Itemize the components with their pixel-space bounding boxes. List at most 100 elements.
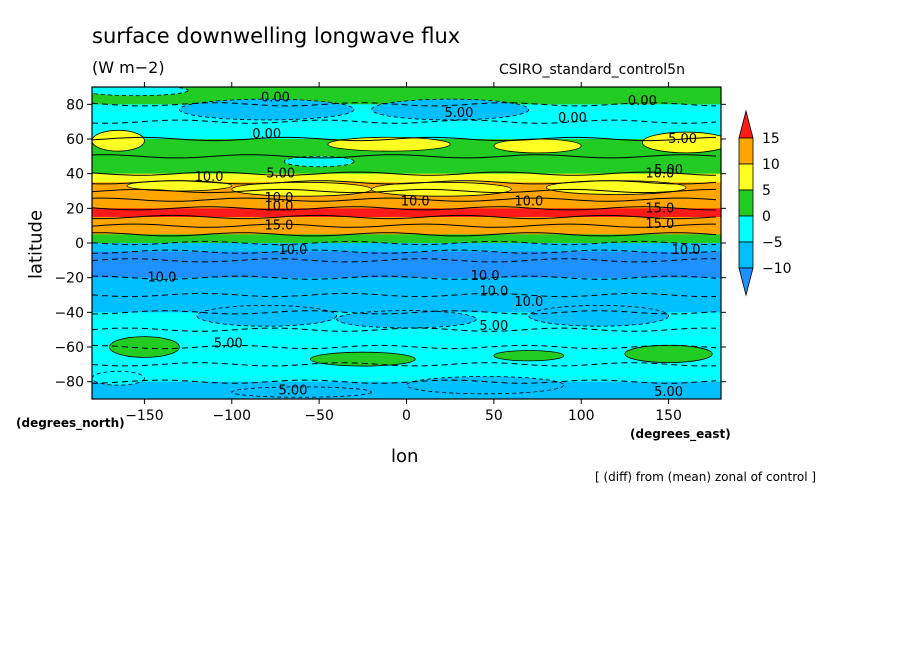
colorbar-bottom-arrow (738, 267, 754, 297)
contour-label: 0.00 (558, 111, 587, 126)
x-unit-label: (degrees_east) (630, 427, 731, 441)
contour-label: 5.00 (668, 132, 697, 147)
contour-label: 10.0 (645, 167, 674, 182)
contour-line (92, 232, 717, 237)
contour-label: 0.00 (252, 127, 281, 142)
x-tick-label: −150 (125, 408, 163, 424)
contour-label: 10.0 (401, 194, 430, 209)
contour-label: 10.0 (672, 243, 701, 258)
contour-label: 10.0 (195, 170, 224, 185)
contour-label: 10.0 (514, 295, 543, 310)
colorbar-tick-label: 0 (762, 209, 771, 225)
contour-line (92, 171, 717, 176)
y-tick-label: −20 (54, 271, 84, 287)
contour-line (92, 240, 716, 246)
zonal-band (92, 234, 721, 244)
colorbar-tick-label: 15 (762, 131, 780, 147)
x-tick-label: −100 (213, 408, 251, 424)
anomaly-region (92, 129, 145, 152)
contour-label: 5.00 (214, 337, 243, 352)
zonal-band (92, 173, 721, 183)
colorbar-swatch (738, 137, 754, 165)
colorbar-tick-label: −10 (762, 261, 792, 277)
y-tick-label: 60 (66, 132, 84, 148)
contour-label: 15.0 (264, 219, 293, 234)
zonal-band (92, 381, 721, 399)
colorbar-tick-label: 10 (762, 157, 780, 173)
colorbar-top-arrow (738, 109, 754, 139)
anomaly-region (196, 304, 338, 327)
y-tick-label: −60 (54, 340, 84, 356)
contour-label: 5.00 (654, 163, 683, 178)
zonal-band (92, 217, 721, 227)
zonal-band (92, 251, 721, 261)
contour-line (92, 119, 717, 124)
anomaly-region (493, 350, 565, 362)
run-name: CSIRO_standard_control5n (499, 62, 685, 78)
contour-label: 10.0 (514, 194, 543, 209)
zonal-band (92, 156, 721, 175)
x-tick-label: 100 (568, 408, 595, 424)
anomaly-region (178, 98, 355, 121)
anomaly-region (92, 87, 189, 97)
x-tick-label: 150 (655, 408, 682, 424)
anomaly-region (406, 376, 565, 395)
contour-label: 5.00 (479, 319, 508, 334)
anomaly-region (109, 336, 180, 358)
anomaly-region (92, 370, 145, 386)
zonal-band (92, 277, 721, 296)
footer-note: [ (diff) from (mean) zonal of control ] (595, 470, 817, 484)
contour-line (92, 362, 717, 367)
contour-label: 10.0 (278, 243, 307, 258)
contour-label: 10.0 (264, 200, 293, 215)
contour-label: 10.0 (147, 271, 176, 286)
chart-units: (W m−2) (92, 58, 165, 77)
contour-label: 15.0 (645, 201, 674, 216)
zonal-band (92, 329, 721, 348)
x-tick-label: 50 (485, 408, 503, 424)
contour-line (92, 188, 717, 194)
contour-line (92, 154, 717, 159)
contour-line (92, 249, 717, 254)
contour-line (92, 180, 717, 185)
anomaly-region (231, 386, 372, 398)
contour-line (92, 197, 717, 202)
colorbar-swatch (738, 241, 754, 269)
colorbar-swatch (738, 163, 754, 191)
y-tick-label: −80 (54, 375, 84, 391)
contour-line (92, 327, 717, 332)
anomaly-region (641, 131, 721, 154)
contour-line (92, 223, 716, 228)
anomaly-region (528, 304, 669, 327)
anomaly-region (371, 98, 530, 121)
contour-label: 5.00 (654, 385, 683, 400)
y-tick-label: 40 (66, 167, 84, 183)
contour-label: 5.00 (266, 167, 295, 182)
zonal-band (92, 243, 721, 253)
colorbar-swatch (738, 189, 754, 217)
contour-label: 10.0 (471, 269, 500, 284)
x-tick-label: −50 (304, 408, 334, 424)
contour-line (92, 292, 717, 298)
contour-label: 0.00 (628, 94, 657, 109)
y-tick-label: 20 (66, 201, 84, 217)
anomaly-region (231, 181, 372, 197)
zonal-band (92, 260, 721, 279)
colorbar-swatch (738, 215, 754, 243)
contour-line (92, 310, 717, 315)
contour-line (92, 136, 717, 142)
zonal-band (92, 199, 721, 209)
contour-label: 0.00 (261, 90, 290, 105)
contour-label: 5.00 (444, 106, 473, 121)
zonal-band (92, 364, 721, 383)
contour-line (92, 206, 716, 211)
zonal-band (92, 121, 721, 140)
contour-line (92, 344, 717, 350)
contour-label: 15.0 (645, 217, 674, 232)
contour-label: 10.0 (479, 285, 508, 300)
contour-label: 10.0 (264, 191, 293, 206)
contour-line (92, 102, 717, 107)
contour-line (92, 214, 717, 220)
zonal-band (92, 225, 721, 235)
contour-line (92, 258, 717, 263)
